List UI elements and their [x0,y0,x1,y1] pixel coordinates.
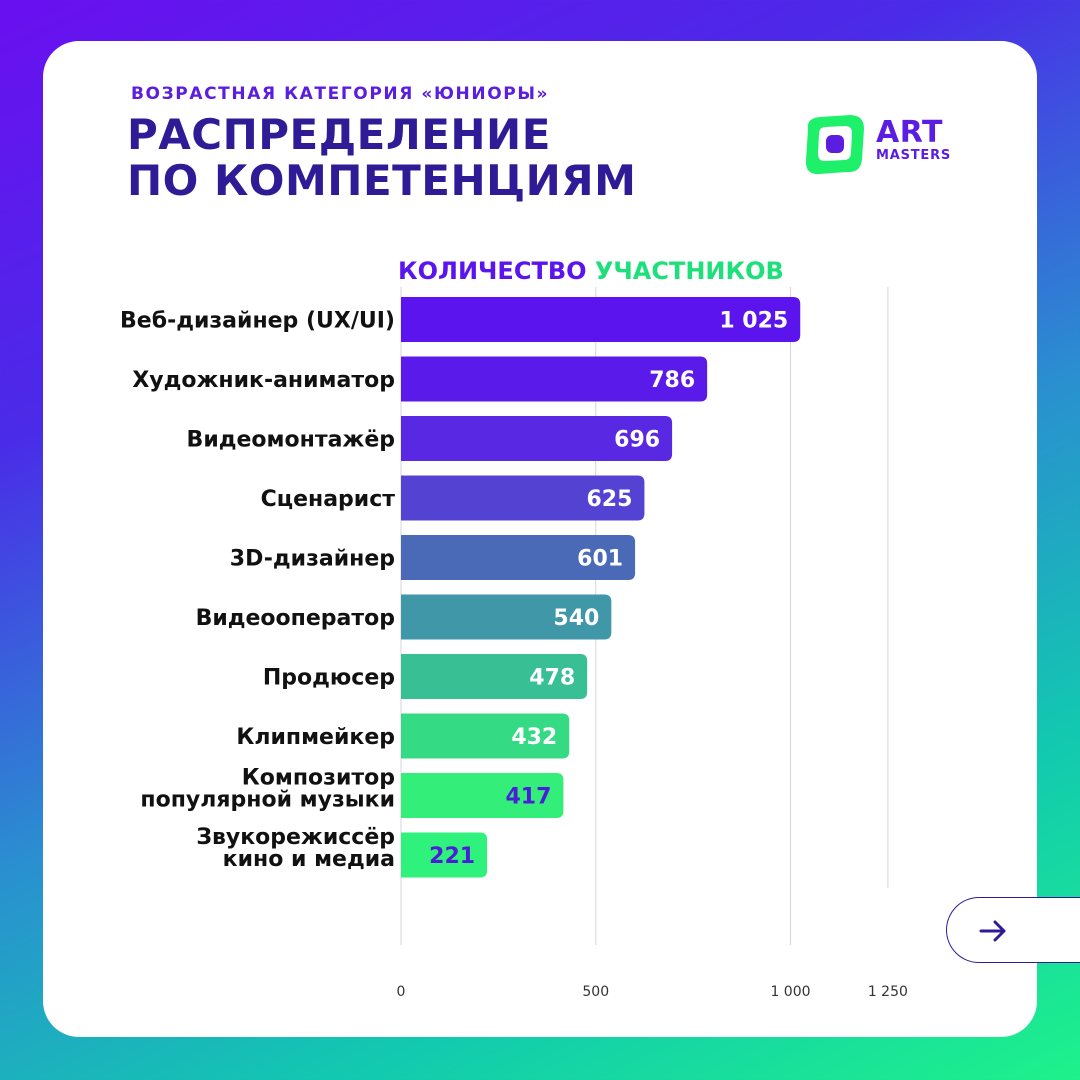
category-label: популярной музыки [140,788,395,813]
chart-title-part-2: УЧАСТНИКОВ [594,257,784,285]
bar [401,594,612,640]
bar [401,535,636,580]
bar-value-label: 696 [614,428,660,453]
category-label: кино и медиа [223,847,395,872]
art-masters-logo: ART MASTERS [800,110,980,180]
category-label: Продюсер [263,666,395,691]
next-slide-button[interactable] [946,897,1080,963]
chart-title-part-1: КОЛИЧЕСТВО [398,257,587,285]
category-label: Клипмейкер [236,725,395,750]
category-label: Видеооператор [196,606,395,631]
category-label: Композитор [242,766,395,791]
bar-value-label: 478 [529,666,575,691]
bar [401,416,673,461]
bar-value-label: 786 [649,368,695,393]
x-tick-label: 1 000 [770,984,810,1000]
bar-value-label: 432 [511,725,557,750]
chart-title: КОЛИЧЕСТВО УЧАСТНИКОВ [398,257,784,285]
bar [401,832,488,878]
logo-word-masters: MASTERS [876,148,952,163]
bar-value-label: 540 [553,606,599,631]
title-line-2: ПО КОМПЕТЕНЦИЯМ [127,156,637,205]
category-label: Звукорежиссёр [196,825,395,850]
page-title: РАСПРЕДЕЛЕНИЕ ПО КОМПЕТЕНЦИЯМ [127,112,636,204]
logo-word-art: ART [876,115,943,150]
bar-value-label: 417 [505,785,551,810]
logo-text: ART MASTERS [876,115,952,163]
category-subtitle: ВОЗРАСТНАЯ КАТЕГОРИЯ «ЮНИОРЫ» [131,84,550,104]
bar-value-label: 1 025 [719,309,788,334]
bar-value-label: 625 [587,487,633,512]
arrow-right-icon [979,920,1006,942]
bar [401,475,645,521]
x-tick-label: 1 250 [868,984,908,1000]
bar-value-label: 221 [429,844,475,869]
title-line-1: РАСПРЕДЕЛЕНИЕ [127,110,551,159]
logo-mark-icon [805,115,864,175]
category-label: Веб-дизайнер (UX/UI) [120,309,395,334]
x-tick-label: 500 [582,984,609,1000]
bar [401,356,708,402]
bar [401,654,588,699]
bar [401,773,564,818]
category-label: 3D-дизайнер [230,547,395,572]
bar-value-label: 601 [577,547,623,572]
bar [401,297,801,342]
category-label: Сценарист [261,487,396,512]
category-label: Видеомонтажёр [187,428,395,453]
x-tick-label: 0 [397,984,406,1000]
bar [401,713,570,759]
category-label: Художник-аниматор [132,368,395,393]
